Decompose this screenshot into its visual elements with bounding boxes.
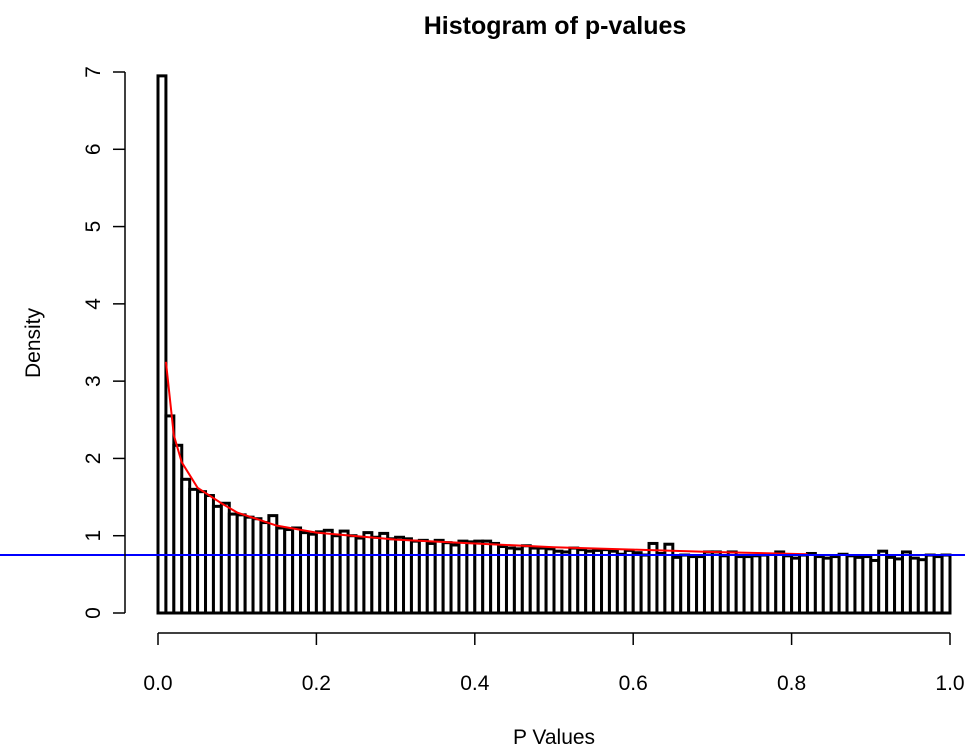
x-tick-label: 1.0 xyxy=(935,672,964,695)
x-axis-label: P Values xyxy=(513,726,595,749)
fit-line xyxy=(164,361,808,556)
y-tick-label: 5 xyxy=(82,221,105,233)
bar xyxy=(156,74,168,615)
x-tick-label: 0.2 xyxy=(302,672,331,695)
x-tick-label: 0.4 xyxy=(460,672,490,695)
x-tick-label: 0.0 xyxy=(143,672,172,695)
y-axis-label: Density xyxy=(22,307,45,378)
y-tick-label: 4 xyxy=(82,298,105,310)
x-tick-label: 0.6 xyxy=(619,672,648,695)
y-tick-label: 3 xyxy=(82,375,105,387)
y-tick-label: 6 xyxy=(82,143,105,155)
chart-title: Histogram of p-values xyxy=(424,12,687,40)
x-tick-label: 0.8 xyxy=(777,672,806,695)
y-tick-label: 2 xyxy=(82,453,105,465)
y-tick-label: 1 xyxy=(82,530,105,542)
bar xyxy=(940,553,952,615)
y-tick-label: 0 xyxy=(82,607,105,619)
y-tick-label: 7 xyxy=(82,66,105,78)
